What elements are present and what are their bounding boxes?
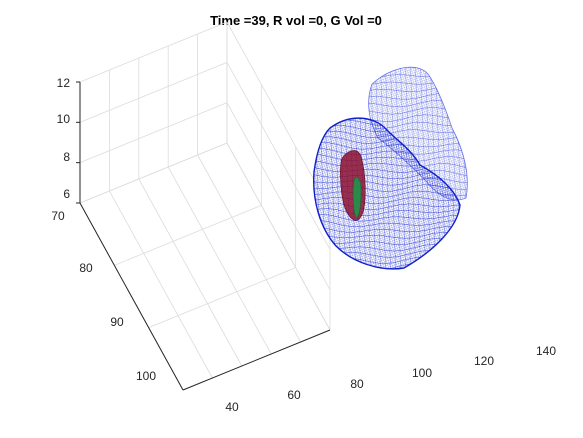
mesh-line — [389, 118, 397, 269]
x-tick-label: 40 — [225, 400, 239, 414]
mesh-line — [313, 197, 460, 204]
mesh-line — [379, 118, 387, 269]
axes — [79, 82, 331, 391]
mesh-line — [305, 275, 465, 282]
wall-grid-line — [79, 61, 228, 123]
y-tick-labels: 70 80 90 100 — [51, 209, 156, 383]
x-axis-line — [182, 329, 331, 391]
y-tick-label: 100 — [136, 369, 156, 383]
wall-grid-line — [79, 142, 228, 204]
wall-grid-line — [226, 142, 331, 331]
floor-grid-line — [109, 190, 213, 379]
wall-grid-line — [226, 62, 331, 250]
mesh-line — [313, 226, 460, 233]
z-tick-label: 10 — [57, 112, 71, 126]
wall-grid-line — [226, 21, 331, 210]
z-tick-label: 8 — [63, 150, 70, 164]
mesh-line — [364, 118, 372, 269]
mesh-line — [470, 55, 476, 210]
chart-title: Time =39, R vol =0, G Vol =0 — [210, 13, 382, 28]
mesh-line — [374, 118, 382, 269]
mesh-line — [360, 52, 472, 58]
x-tick-labels: 40 60 80 100 120 140 — [225, 344, 556, 414]
floor-grid-line — [167, 166, 272, 355]
x-tick-label: 80 — [350, 377, 364, 391]
x-tick-label: 100 — [412, 366, 432, 380]
inner-green-surface — [352, 177, 362, 219]
x-tick-label: 60 — [287, 388, 301, 402]
mesh-line — [360, 60, 472, 66]
mesh-line — [313, 208, 460, 216]
z-tick-label: 12 — [57, 76, 71, 90]
y-tick-label: 90 — [110, 315, 124, 329]
y-tick-label: 80 — [79, 261, 93, 275]
mesh-line — [305, 269, 465, 275]
floor-grid-line — [148, 267, 296, 329]
wall-grid-line — [79, 21, 228, 83]
mesh-line — [384, 118, 392, 269]
x-tick-label: 140 — [536, 344, 556, 358]
mesh-line — [305, 110, 311, 280]
mesh-line — [313, 202, 460, 210]
mesh-line — [313, 214, 460, 222]
floor-grid-line — [114, 204, 262, 266]
mesh-line — [313, 178, 460, 186]
wall-grid-line — [79, 102, 228, 164]
z-tick-label: 6 — [63, 187, 70, 201]
wall-grid-line — [226, 102, 331, 290]
mesh-line — [313, 190, 460, 198]
floor-grid-line — [197, 154, 301, 343]
z-tick-labels: 6 8 10 12 — [57, 76, 71, 201]
mesh-line — [369, 118, 377, 269]
floor-grid-line — [138, 178, 243, 367]
grid-lines — [76, 21, 331, 391]
mesh-line — [313, 184, 460, 192]
x-tick-label: 120 — [474, 354, 494, 368]
y-tick-label: 70 — [51, 209, 65, 223]
y-axis-line — [79, 202, 184, 391]
mesh-line — [313, 220, 460, 227]
